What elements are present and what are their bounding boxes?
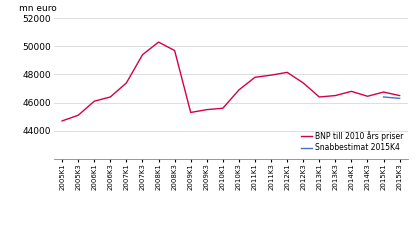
BNP till 2010 års priser bbox=[188, 111, 193, 114]
BNP till 2010 års priser bbox=[108, 96, 113, 98]
BNP till 2010 års priser bbox=[365, 95, 370, 98]
BNP till 2010 års priser bbox=[397, 94, 402, 97]
Snabbestimat 2015K4 bbox=[397, 97, 402, 100]
Legend: BNP till 2010 års priser, Snabbestimat 2015K4: BNP till 2010 års priser, Snabbestimat 2… bbox=[301, 131, 404, 152]
BNP till 2010 års priser bbox=[172, 49, 177, 52]
BNP till 2010 års priser bbox=[301, 81, 306, 84]
BNP till 2010 års priser bbox=[285, 71, 290, 74]
BNP till 2010 års priser bbox=[220, 107, 225, 110]
BNP till 2010 års priser bbox=[236, 89, 241, 91]
BNP till 2010 års priser bbox=[317, 96, 322, 98]
BNP till 2010 års priser bbox=[269, 74, 274, 76]
Line: Snabbestimat 2015K4: Snabbestimat 2015K4 bbox=[384, 97, 400, 98]
Text: mn euro: mn euro bbox=[19, 4, 57, 12]
BNP till 2010 års priser bbox=[92, 100, 97, 103]
BNP till 2010 års priser bbox=[156, 41, 161, 43]
BNP till 2010 års priser bbox=[381, 91, 386, 93]
BNP till 2010 års priser bbox=[59, 120, 64, 122]
BNP till 2010 års priser bbox=[333, 94, 338, 97]
BNP till 2010 års priser bbox=[349, 90, 354, 93]
BNP till 2010 års priser bbox=[140, 53, 145, 56]
BNP till 2010 års priser bbox=[124, 81, 129, 84]
BNP till 2010 års priser bbox=[204, 108, 209, 111]
Snabbestimat 2015K4 bbox=[381, 96, 386, 98]
BNP till 2010 års priser bbox=[76, 114, 81, 117]
BNP till 2010 års priser bbox=[253, 76, 258, 79]
Line: BNP till 2010 års priser: BNP till 2010 års priser bbox=[62, 42, 400, 121]
